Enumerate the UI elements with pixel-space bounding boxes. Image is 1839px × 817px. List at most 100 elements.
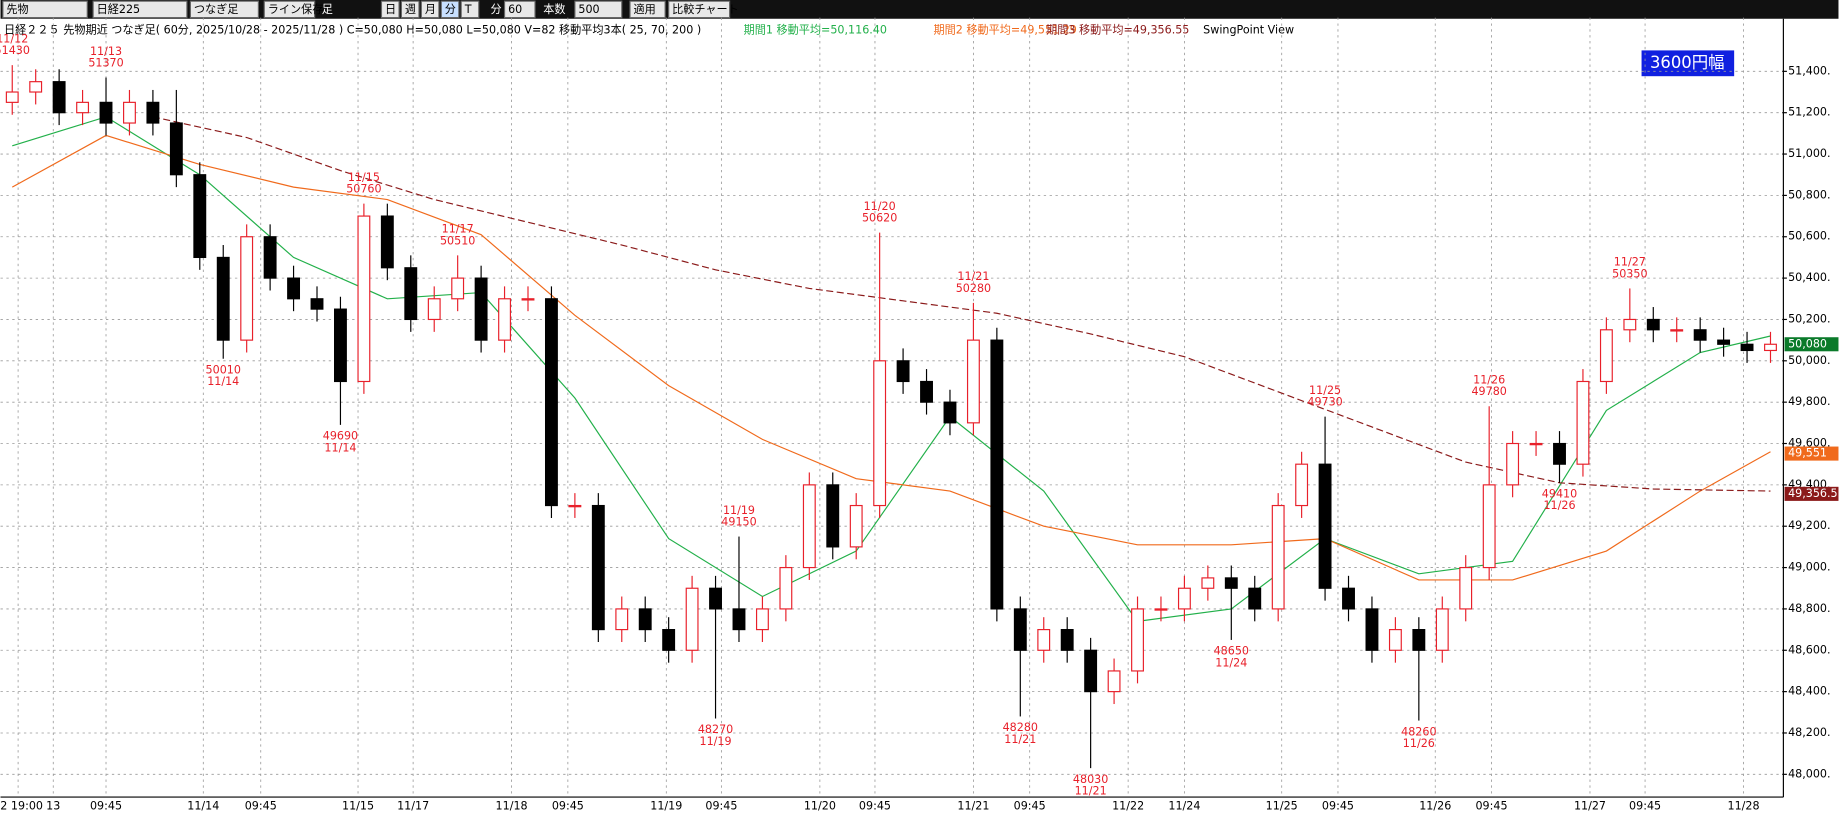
y-tick-label: 48,200. xyxy=(1788,726,1830,739)
toolbar-button[interactable] xyxy=(2,0,88,19)
y-tick-label: 48,600. xyxy=(1788,643,1830,656)
candle-body xyxy=(1177,587,1191,610)
toolbar-label[interactable]: 500 xyxy=(578,3,599,16)
swing-value: 49690 xyxy=(323,430,358,443)
swing-date: 11/19 xyxy=(700,735,732,748)
x-tick-label: 09:45 xyxy=(1322,799,1354,812)
y-tick-label: 50,200. xyxy=(1788,312,1830,325)
toolbar-button[interactable] xyxy=(574,0,623,19)
toolbar-label[interactable]: 日経225 xyxy=(97,3,140,16)
toolbar-button[interactable] xyxy=(400,0,420,19)
x-tick-label: 09:45 xyxy=(1014,799,1046,812)
swing-date: 11/19 xyxy=(723,504,755,517)
swing-date: 11/21 xyxy=(957,270,989,283)
candle-body xyxy=(240,236,254,341)
swing-value: 50620 xyxy=(862,212,897,225)
candle-body xyxy=(685,587,699,651)
toolbar-label[interactable]: 適用 xyxy=(633,2,655,16)
candle-body xyxy=(1693,329,1707,341)
toolbar-button[interactable] xyxy=(629,0,666,19)
candle-body xyxy=(1271,504,1285,610)
toolbar-label[interactable]: 日 xyxy=(385,3,396,16)
y-tick-label: 51,000. xyxy=(1788,147,1830,160)
candle-body xyxy=(193,174,207,259)
candle-body xyxy=(1201,577,1215,589)
toolbar-button[interactable] xyxy=(460,0,480,19)
x-tick-label: 11/25 xyxy=(1266,799,1298,812)
swing-value: 48270 xyxy=(698,723,733,736)
x-tick-label: 09:45 xyxy=(552,799,584,812)
x-tick-label: 11/24 xyxy=(1168,799,1200,812)
candle-body xyxy=(357,215,371,383)
candle-body xyxy=(826,484,840,548)
candle-body xyxy=(662,629,676,651)
candle-body xyxy=(310,298,324,310)
candle-body xyxy=(1084,649,1098,693)
candle-body xyxy=(1459,566,1473,610)
swing-date: 11/12 xyxy=(0,32,28,45)
x-tick-label: 11/19 xyxy=(650,799,682,812)
header-info: 日経２２５ 先物期近 つなぎ足( 60分, 2025/10/28 - 2025/… xyxy=(4,22,701,36)
y-tick-label: 50,000. xyxy=(1788,354,1830,367)
x-tick-label: 09:45 xyxy=(245,799,277,812)
toolbar-label[interactable]: 分 xyxy=(445,3,456,16)
swing-value: 49410 xyxy=(1542,488,1577,501)
toolbar-label[interactable]: 週 xyxy=(405,3,416,16)
toolbar-button[interactable] xyxy=(420,0,440,19)
swing-value: 49780 xyxy=(1471,385,1506,398)
toolbar-button[interactable] xyxy=(668,0,731,19)
candle-body xyxy=(1646,318,1660,331)
x-tick-label: 09:45 xyxy=(705,799,737,812)
swing-date: 11/24 xyxy=(1215,656,1247,669)
legend-entry: 期間2 移動平均=49,551.29 xyxy=(934,22,1077,36)
x-tick-label: 11/21 xyxy=(957,799,989,812)
toolbar-label[interactable]: 月 xyxy=(425,3,436,16)
toolbar-button[interactable] xyxy=(92,0,188,19)
candle-body xyxy=(1740,343,1754,352)
candle-body xyxy=(1764,343,1777,352)
candle-body xyxy=(896,360,910,383)
moving-average-line xyxy=(11,134,1771,581)
toolbar-button[interactable] xyxy=(189,0,259,19)
toolbar-button[interactable] xyxy=(440,0,460,19)
swing-value: 48650 xyxy=(1214,645,1249,658)
swing-value: 48280 xyxy=(1003,721,1038,734)
y-tick-label: 51,200. xyxy=(1788,106,1830,119)
candle-body xyxy=(1388,629,1402,651)
candle-body xyxy=(966,339,980,424)
y-tick-label: 49,000. xyxy=(1788,561,1830,574)
candle-body xyxy=(1107,670,1121,693)
x-tick-label: 09:45 xyxy=(859,799,891,812)
candle-body xyxy=(615,608,629,631)
toolbar-button[interactable] xyxy=(503,0,536,19)
range-box xyxy=(1641,50,1735,77)
toolbar-label[interactable]: 先物 xyxy=(6,2,28,16)
toolbar-button[interactable] xyxy=(263,0,316,19)
toolbar-label[interactable]: T xyxy=(464,3,472,16)
swing-value: 50280 xyxy=(956,282,991,295)
y-tick-label: 48,800. xyxy=(1788,602,1830,615)
x-tick-label: 12 19:00 xyxy=(0,799,43,812)
candle-body xyxy=(404,267,418,321)
toolbar-label[interactable]: 比較チャート xyxy=(672,2,739,16)
candle-body xyxy=(732,608,746,631)
toolbar-label[interactable]: つなぎ足 xyxy=(194,2,239,16)
candle-body xyxy=(123,101,136,124)
range-label: 3600円幅 xyxy=(1650,53,1725,72)
candle-body xyxy=(873,360,887,507)
candle-body xyxy=(591,504,605,631)
candle-body xyxy=(1529,442,1543,446)
candle-body xyxy=(52,81,66,114)
x-tick-label: 11/26 xyxy=(1419,799,1451,812)
toolbar-button[interactable] xyxy=(380,0,400,19)
swing-date: 11/21 xyxy=(1075,785,1107,798)
toolbar-label[interactable]: 60 xyxy=(508,3,522,16)
candle-body xyxy=(29,81,43,93)
toolbar-label[interactable]: ライン保存 xyxy=(268,2,324,16)
price-marker xyxy=(1784,446,1839,461)
toolbar-label: 分 xyxy=(490,3,501,16)
candle-body xyxy=(334,308,347,383)
swing-date: 11/25 xyxy=(1309,384,1341,397)
swing-date: 11/21 xyxy=(1004,733,1036,746)
